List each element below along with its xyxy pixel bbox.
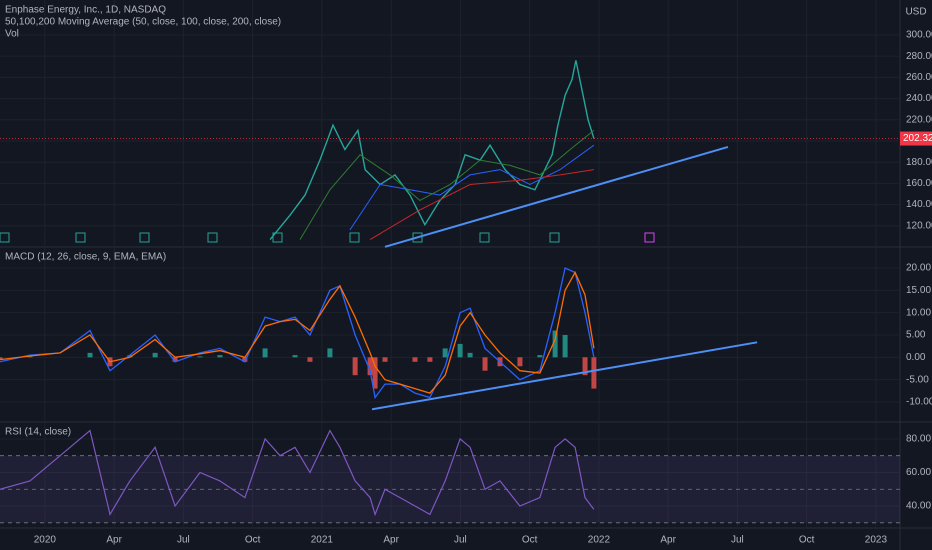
x-tick-label: Apr xyxy=(383,535,399,546)
last-price-label: 202.32 xyxy=(903,133,932,144)
series-line xyxy=(0,271,595,394)
series-line xyxy=(269,60,595,241)
earnings-marker xyxy=(272,232,283,243)
y-tick-label: 300.00 xyxy=(906,30,932,41)
earnings-marker xyxy=(207,232,218,243)
y-tick-label: 80.00 xyxy=(906,434,931,445)
rsi-title: RSI (14, close) xyxy=(5,427,71,438)
histogram-bar xyxy=(442,348,448,358)
histogram-bar xyxy=(591,357,597,389)
currency-label[interactable]: USD xyxy=(905,7,926,18)
earnings-marker xyxy=(139,232,150,243)
earnings-marker xyxy=(479,232,490,243)
x-tick-label: 2021 xyxy=(311,535,334,546)
indicator-title: 50,100,200 Moving Average (50, close, 10… xyxy=(5,17,281,28)
y-tick-label: 220.00 xyxy=(906,114,932,125)
x-tick-label: Oct xyxy=(799,535,815,546)
x-tick-label: Jul xyxy=(731,535,744,546)
y-tick-label: 10.00 xyxy=(906,307,931,318)
earnings-marker xyxy=(349,232,360,243)
histogram-bar xyxy=(412,357,418,362)
histogram-bar xyxy=(517,357,523,367)
histogram-bar xyxy=(367,357,373,376)
histogram-bar xyxy=(352,357,358,376)
histogram-bar xyxy=(152,352,158,358)
x-tick-label: Apr xyxy=(660,535,676,546)
x-tick-label: 2023 xyxy=(865,535,888,546)
series-line xyxy=(299,130,595,240)
earnings-marker xyxy=(549,232,560,243)
histogram-bar xyxy=(172,357,178,362)
volume-label: Vol xyxy=(5,29,19,40)
y-tick-label: 120.00 xyxy=(906,220,932,231)
histogram-bar xyxy=(467,352,473,358)
histogram-bar xyxy=(562,334,568,358)
histogram-bar xyxy=(537,355,543,358)
chart-title: Enphase Energy, Inc., 1D, NASDAQ xyxy=(5,5,166,16)
histogram-bar xyxy=(582,357,588,376)
y-tick-label: 240.00 xyxy=(906,93,932,104)
histogram-bar xyxy=(262,348,268,358)
histogram-bar xyxy=(307,357,313,362)
x-tick-label: Jul xyxy=(177,535,190,546)
y-tick-label: 280.00 xyxy=(906,51,932,62)
earnings-marker xyxy=(412,232,423,243)
y-tick-label: 160.00 xyxy=(906,178,932,189)
series-line xyxy=(371,341,758,411)
x-tick-label: Jul xyxy=(454,535,467,546)
histogram-bar xyxy=(127,355,133,358)
earnings-marker xyxy=(0,232,10,243)
y-tick-label: 5.00 xyxy=(906,330,926,341)
y-tick-label: -5.00 xyxy=(906,374,929,385)
x-tick-label: 2022 xyxy=(588,535,611,546)
y-tick-label: 0.00 xyxy=(906,352,926,363)
x-tick-label: Oct xyxy=(522,535,538,546)
histogram-bar xyxy=(382,357,388,362)
y-tick-label: 180.00 xyxy=(906,157,932,168)
histogram-bar xyxy=(457,343,463,358)
histogram-bar xyxy=(327,348,333,358)
histogram-bar xyxy=(482,357,488,371)
series-line xyxy=(369,169,594,241)
histogram-bar xyxy=(27,356,33,358)
earnings-marker xyxy=(75,232,86,243)
series-line xyxy=(349,144,595,231)
histogram-bar xyxy=(217,355,223,358)
earnings-marker xyxy=(644,232,655,243)
x-tick-label: Oct xyxy=(245,535,261,546)
histogram-bar xyxy=(427,357,433,362)
histogram-bar xyxy=(197,356,203,358)
histogram-bar xyxy=(87,352,93,358)
series-line xyxy=(0,267,595,400)
y-tick-label: -10.00 xyxy=(906,397,932,408)
y-tick-label: 15.00 xyxy=(906,285,931,296)
y-tick-label: 260.00 xyxy=(906,72,932,83)
earnings-markers xyxy=(0,232,655,243)
histogram-bar xyxy=(0,357,3,360)
x-tick-label: Apr xyxy=(106,535,122,546)
histogram-bar xyxy=(292,355,298,358)
series-line xyxy=(384,145,729,248)
macd-title: MACD (12, 26, close, 9, EMA, EMA) xyxy=(5,252,166,263)
x-tick-label: 2020 xyxy=(34,535,57,546)
y-tick-label: 140.00 xyxy=(906,199,932,210)
histogram-bar xyxy=(242,357,248,362)
y-tick-label: 60.00 xyxy=(906,467,931,478)
last-price-tag xyxy=(900,131,932,146)
y-tick-label: 40.00 xyxy=(906,501,931,512)
histogram-bar xyxy=(552,330,558,358)
series-line xyxy=(0,429,595,517)
histogram-bar xyxy=(372,357,378,389)
y-tick-label: 20.00 xyxy=(906,263,931,274)
